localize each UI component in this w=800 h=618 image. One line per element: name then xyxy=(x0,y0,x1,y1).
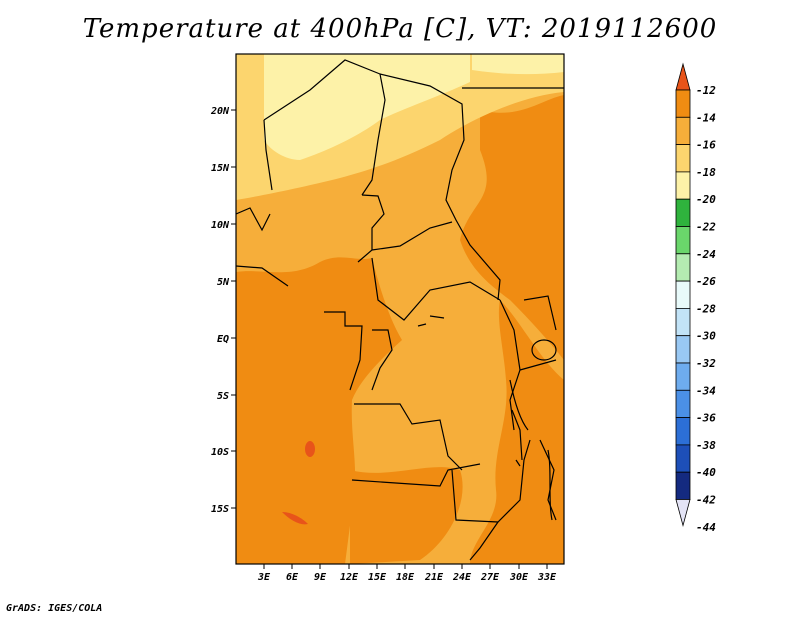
colorbar-swatch xyxy=(675,307,691,337)
colorbar-swatch xyxy=(675,471,691,500)
lat-label: EQ xyxy=(217,334,229,345)
lat-label: 15S xyxy=(211,504,229,515)
lon-label: 15E xyxy=(368,572,387,583)
temperature-field xyxy=(236,54,564,564)
colorbar-label: -32 xyxy=(696,357,716,370)
lat-label: 20N xyxy=(210,106,230,117)
colorbar-label: -26 xyxy=(696,275,716,288)
colorbar-swatch xyxy=(675,144,691,173)
colorbar-label: -34 xyxy=(696,384,716,397)
colorbar-swatch xyxy=(675,444,691,473)
colorbar-swatch xyxy=(675,389,691,418)
colorbar-swatch xyxy=(675,89,691,118)
colorbar-swatch xyxy=(675,171,691,200)
lon-label: 3E xyxy=(257,572,271,583)
colorbar-swatch xyxy=(675,226,691,255)
colorbar-label: -36 xyxy=(696,412,716,425)
colorbar-label: -14 xyxy=(696,111,716,124)
lon-label: 33E xyxy=(537,572,557,583)
field-minus14-west xyxy=(236,257,402,564)
colorbar-label: -28 xyxy=(696,302,716,315)
lon-label: 18E xyxy=(396,572,415,583)
colorbar-swatch xyxy=(675,362,691,391)
colorbar-label: -12 xyxy=(696,84,716,97)
lon-ticks xyxy=(263,564,548,569)
colorbar-label: -42 xyxy=(696,494,716,507)
colorbar: -12 -14 -16 -18 -20 -22 -24 -26 -28 -30 -32 -34 -36 -… xyxy=(675,62,716,534)
colorbar-label: -38 xyxy=(696,439,716,452)
lon-label: 21E xyxy=(424,572,444,583)
colorbar-label: -30 xyxy=(696,330,716,343)
colorbar-label: -40 xyxy=(696,466,716,479)
colorbar-label: -16 xyxy=(696,139,716,152)
colorbar-swatch xyxy=(675,116,691,146)
lon-label: 12E xyxy=(340,572,359,583)
colorbar-top-arrow xyxy=(675,62,691,91)
lon-label: 6E xyxy=(286,572,299,583)
credit-label: GrADS: IGES/COLA xyxy=(6,603,103,614)
colorbar-bottom-arrow xyxy=(675,499,691,528)
colorbar-label: -18 xyxy=(696,166,716,179)
lon-label: 9E xyxy=(314,572,327,583)
colorbar-label: -20 xyxy=(696,193,716,206)
colorbar-swatch xyxy=(675,198,691,227)
lon-label: 30E xyxy=(509,572,529,583)
lon-label: 24E xyxy=(452,572,472,583)
map-frame xyxy=(235,53,565,565)
lat-label: 10N xyxy=(211,220,230,231)
colorbar-label: -24 xyxy=(696,248,716,261)
colorbar-swatch xyxy=(675,335,691,364)
field-minus12-spot xyxy=(305,441,315,457)
lat-label: 15N xyxy=(211,163,230,174)
country-boundaries xyxy=(236,59,564,561)
colorbar-swatch xyxy=(675,280,691,309)
lat-ticks xyxy=(231,109,236,509)
lat-label: 10S xyxy=(211,447,229,458)
map-title: Temperature at 400hPa [C], VT: 201911260… xyxy=(82,14,718,44)
lat-label: 5S xyxy=(217,391,229,402)
field-minus20 xyxy=(264,54,470,160)
field-minus14-east xyxy=(460,95,564,360)
colorbar-swatch xyxy=(675,417,691,446)
colorbar-label: -22 xyxy=(696,221,716,234)
colorbar-label: -44 xyxy=(696,521,716,534)
lake-outlines xyxy=(417,315,557,521)
lat-label: 5N xyxy=(217,277,230,288)
lon-label: 27E xyxy=(480,572,500,583)
colorbar-swatch xyxy=(675,253,691,282)
